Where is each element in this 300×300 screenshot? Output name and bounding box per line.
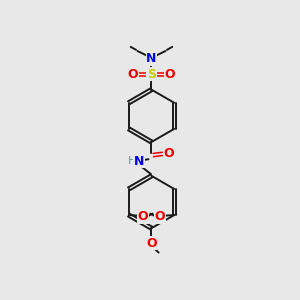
Text: H: H	[128, 156, 136, 166]
Text: O: O	[164, 147, 174, 160]
Text: O: O	[165, 68, 175, 81]
Text: N: N	[146, 52, 157, 65]
Text: S: S	[147, 68, 156, 81]
Text: O: O	[128, 68, 138, 81]
Text: O: O	[154, 210, 165, 223]
Text: N: N	[134, 155, 144, 168]
Text: O: O	[138, 210, 148, 223]
Text: O: O	[146, 236, 157, 250]
